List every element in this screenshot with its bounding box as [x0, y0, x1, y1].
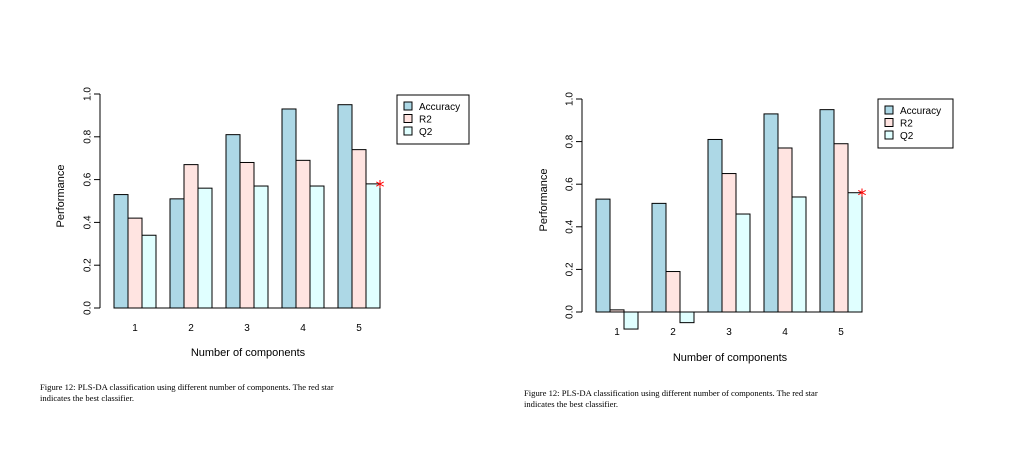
y-tick-label-0.0: 0.0 — [83, 301, 94, 315]
x-tick-label-2: 2 — [670, 327, 676, 338]
x-tick-label-1: 1 — [614, 327, 620, 338]
figure-caption-line-1: Figure 12: PLS-DA classification using d… — [40, 382, 334, 392]
y-tick-label-0.0: 0.0 — [565, 305, 576, 319]
bar-q2-5 — [366, 184, 380, 308]
x-tick-label-2: 2 — [188, 323, 194, 334]
bar-r2-5 — [834, 144, 848, 312]
figure-caption-line-2: indicates the best classifier. — [40, 393, 134, 403]
legend-label-q2: Q2 — [419, 127, 433, 138]
y-tick-label-0.4: 0.4 — [565, 219, 576, 233]
legend-swatch-accuracy — [404, 102, 412, 110]
y-tick-label-0.2: 0.2 — [83, 258, 94, 272]
y-tick-label-0.8: 0.8 — [565, 134, 576, 148]
legend-swatch-r2 — [885, 119, 893, 127]
bar-accuracy-1 — [596, 199, 610, 312]
legend-swatch-q2 — [404, 127, 412, 135]
bar-q2-2 — [680, 312, 694, 323]
legend-label-accuracy: Accuracy — [419, 102, 460, 113]
bar-r2-1 — [128, 218, 142, 308]
bar-q2-4 — [310, 186, 324, 308]
x-axis-title: Number of components — [673, 352, 788, 364]
bar-accuracy-3 — [226, 135, 240, 308]
bar-r2-2 — [666, 272, 680, 312]
bar-accuracy-4 — [282, 109, 296, 308]
figure-caption-line-1: Figure 12: PLS-DA classification using d… — [524, 388, 818, 398]
bar-accuracy-2 — [170, 199, 184, 308]
best-classifier-star: * — [858, 186, 867, 207]
chart-right: 1 2 3 4 5 0.0 0.2 0.4 0.6 0.8 1.0 Number of compone… — [524, 92, 953, 409]
y-tick-label-0.2: 0.2 — [565, 262, 576, 276]
legend-swatch-accuracy — [885, 106, 893, 114]
legend-label-accuracy: Accuracy — [900, 106, 941, 117]
y-axis-title: Performance — [55, 165, 67, 228]
bar-q2-1 — [142, 235, 156, 308]
legend-label-r2: R2 — [900, 119, 913, 130]
y-tick-label-0.4: 0.4 — [83, 215, 94, 229]
chart-left: 1 2 3 4 5 0.0 0.2 0.4 0.6 0.8 1.0 Number of compone… — [40, 87, 469, 403]
bar-r2-3 — [240, 162, 254, 308]
bar-r2-4 — [296, 160, 310, 308]
x-tick-label-5: 5 — [356, 323, 362, 334]
bar-r2-3 — [722, 174, 736, 312]
bar-accuracy-4 — [764, 114, 778, 312]
y-tick-label-0.6: 0.6 — [83, 172, 94, 186]
y-axis-title: Performance — [538, 169, 550, 232]
y-tick-label-1.0: 1.0 — [83, 87, 94, 101]
bar-q2-5 — [848, 193, 862, 312]
best-classifier-star: * — [376, 177, 385, 198]
bar-r2-2 — [184, 165, 198, 308]
bar-q2-1 — [624, 312, 638, 329]
x-tick-label-3: 3 — [726, 327, 732, 338]
bar-accuracy-1 — [114, 195, 128, 308]
legend-swatch-r2 — [404, 115, 412, 123]
bar-r2-5 — [352, 150, 366, 308]
bar-accuracy-2 — [652, 203, 666, 312]
y-tick-label-1.0: 1.0 — [565, 92, 576, 106]
legend-label-r2: R2 — [419, 115, 432, 126]
x-tick-label-3: 3 — [244, 323, 250, 334]
bar-q2-3 — [254, 186, 268, 308]
bar-accuracy-5 — [820, 110, 834, 312]
x-axis-title: Number of components — [191, 347, 306, 359]
bar-q2-4 — [792, 197, 806, 312]
figure-caption-line-2: indicates the best classifier. — [524, 399, 618, 409]
y-tick-label-0.6: 0.6 — [565, 177, 576, 191]
bar-q2-2 — [198, 188, 212, 308]
legend-label-q2: Q2 — [900, 131, 914, 142]
bar-r2-4 — [778, 148, 792, 312]
bar-accuracy-3 — [708, 139, 722, 312]
bar-q2-3 — [736, 214, 750, 312]
bar-accuracy-5 — [338, 105, 352, 308]
legend-swatch-q2 — [885, 131, 893, 139]
y-tick-label-0.8: 0.8 — [83, 129, 94, 143]
x-tick-label-1: 1 — [132, 323, 138, 334]
x-tick-label-4: 4 — [300, 323, 306, 334]
x-tick-label-4: 4 — [782, 327, 788, 338]
x-tick-label-5: 5 — [838, 327, 844, 338]
